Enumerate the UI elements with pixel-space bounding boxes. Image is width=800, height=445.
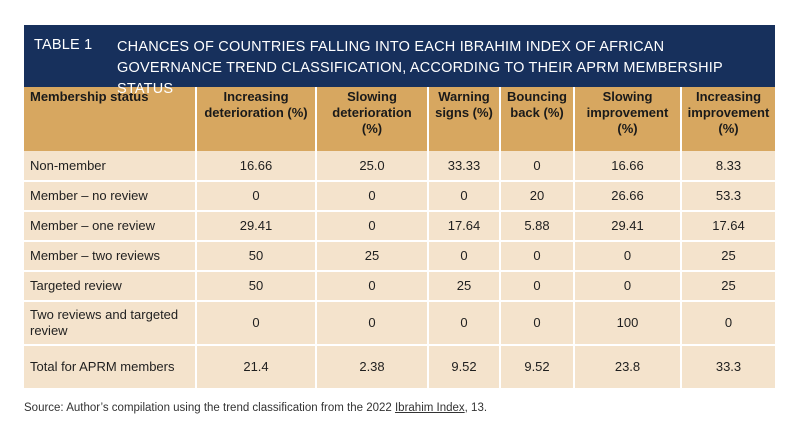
source-note: Source: Author’s compilation using the t… xyxy=(24,402,487,414)
table-cell: 9.52 xyxy=(500,345,575,390)
table-cell: 0 xyxy=(500,301,575,346)
table-row: Two reviews and targeted review 0 0 0 0 … xyxy=(24,301,775,346)
table-cell: 0 xyxy=(428,181,501,212)
data-table: Membership status Increasing deteriorati… xyxy=(24,87,775,390)
table-cell: 5.88 xyxy=(500,211,575,242)
column-header-increasing-deterioration: Increasing deterioration (%) xyxy=(196,87,317,151)
table-cell: 0 xyxy=(500,271,575,302)
table-cell: 0 xyxy=(316,271,429,302)
table-cell: 0 xyxy=(681,301,775,346)
table-cell: 100 xyxy=(574,301,682,346)
table-cell: 16.66 xyxy=(574,151,682,182)
table-cell: 0 xyxy=(574,271,682,302)
table-cell: 0 xyxy=(196,181,317,212)
row-label: Member – one review xyxy=(24,211,197,242)
table-cell: 0 xyxy=(500,241,575,272)
table-cell: 2.38 xyxy=(316,345,429,390)
table-cell: 0 xyxy=(500,151,575,182)
table-row-total: Total for APRM members 21.4 2.38 9.52 9.… xyxy=(24,345,775,390)
table-cell: 0 xyxy=(428,241,501,272)
source-prefix: Source: Author’s compilation using the t… xyxy=(24,402,395,414)
column-header-bouncing-back: Bouncing back (%) xyxy=(500,87,575,151)
table-header-row: Membership status Increasing deteriorati… xyxy=(24,87,775,151)
column-header-warning-signs: Warning signs (%) xyxy=(428,87,501,151)
source-link-ibrahim-index[interactable]: Ibrahim Index xyxy=(394,402,465,414)
source-suffix: , 13. xyxy=(464,402,488,414)
table-cell: 0 xyxy=(316,211,429,242)
table-cell: 25.0 xyxy=(316,151,429,182)
column-header-increasing-improvement: Increasing improvement (%) xyxy=(681,87,775,151)
row-label: Total for APRM members xyxy=(24,345,197,390)
table-cell: 17.64 xyxy=(681,211,775,242)
table-cell: 23.8 xyxy=(574,345,682,390)
table-cell: 26.66 xyxy=(574,181,682,212)
table-cell: 0 xyxy=(196,301,317,346)
table-cell: 0 xyxy=(316,301,429,346)
table-cell: 33.33 xyxy=(428,151,501,182)
table-cell: 0 xyxy=(428,301,501,346)
table-cell: 25 xyxy=(681,271,775,302)
table-cell: 21.4 xyxy=(196,345,317,390)
table-cell: 16.66 xyxy=(196,151,317,182)
table-cell: 0 xyxy=(574,241,682,272)
table-figure: TABLE 1 CHANCES OF COUNTRIES FALLING INT… xyxy=(24,25,775,390)
table-cell: 25 xyxy=(428,271,501,302)
table-row: Member – two reviews 50 25 0 0 0 25 xyxy=(24,241,775,272)
table-cell: 50 xyxy=(196,271,317,302)
table-title: CHANCES OF COUNTRIES FALLING INTO EACH I… xyxy=(117,39,723,97)
table-title-bar: TABLE 1 CHANCES OF COUNTRIES FALLING INT… xyxy=(24,25,775,97)
table-cell: 29.41 xyxy=(574,211,682,242)
table-cell: 0 xyxy=(316,181,429,212)
row-label: Two reviews and targeted review xyxy=(24,301,197,346)
table-row: Member – no review 0 0 0 20 26.66 53.3 xyxy=(24,181,775,212)
table-row: Member – one review 29.41 0 17.64 5.88 2… xyxy=(24,211,775,242)
table-row: Targeted review 50 0 25 0 0 25 xyxy=(24,271,775,302)
table-cell: 25 xyxy=(316,241,429,272)
column-header-slowing-improvement: Slowing improvement (%) xyxy=(574,87,682,151)
column-header-slowing-deterioration: Slowing deterioration (%) xyxy=(316,87,429,151)
row-label: Member – two reviews xyxy=(24,241,197,272)
row-label: Member – no review xyxy=(24,181,197,212)
table-row: Non-member 16.66 25.0 33.33 0 16.66 8.33 xyxy=(24,151,775,182)
table-number: TABLE 1 xyxy=(34,37,93,53)
table-cell: 8.33 xyxy=(681,151,775,182)
table-cell: 33.3 xyxy=(681,345,775,390)
table-cell: 53.3 xyxy=(681,181,775,212)
table-cell: 20 xyxy=(500,181,575,212)
column-header-membership-status: Membership status xyxy=(24,87,197,151)
table-cell: 17.64 xyxy=(428,211,501,242)
table-cell: 25 xyxy=(681,241,775,272)
table-cell: 50 xyxy=(196,241,317,272)
row-label: Non-member xyxy=(24,151,197,182)
table-cell: 9.52 xyxy=(428,345,501,390)
table-cell: 29.41 xyxy=(196,211,317,242)
row-label: Targeted review xyxy=(24,271,197,302)
